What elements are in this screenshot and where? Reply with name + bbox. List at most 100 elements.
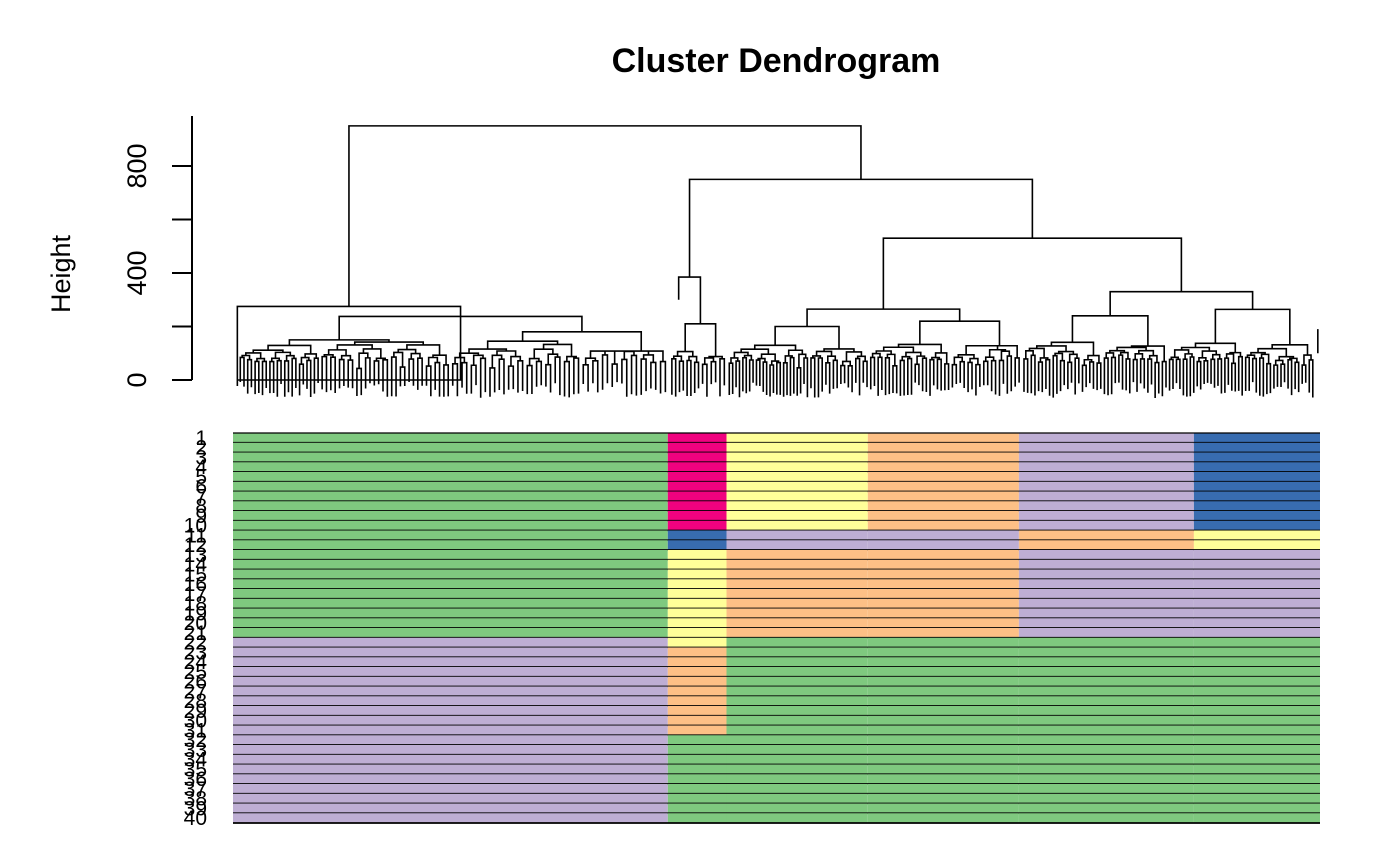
heatmap-cell-r15-g1 [233, 569, 668, 580]
heatmap-cell-r3-g5 [1018, 452, 1194, 463]
heatmap-cell-r40-g3 [726, 813, 868, 823]
heatmap-cell-r35-g3 [726, 764, 868, 775]
heatmap-cell-r33-g2 [667, 745, 727, 755]
heatmap-cell-r40-g4 [867, 813, 1019, 823]
dendrogram-branches [236, 125, 1319, 398]
heatmap-cell-r36-g2 [667, 774, 727, 784]
heatmap-cell-r6-g6 [1193, 481, 1320, 492]
heatmap-cell-r5-g1 [233, 472, 668, 482]
heatmap-cell-r6-g4 [867, 481, 1019, 492]
heatmap-cell-r28-g2 [667, 696, 727, 706]
heatmap-cell-r18-g1 [233, 598, 668, 609]
heatmap-cell-r17-g5 [1018, 589, 1194, 599]
heatmap-cell-r38-g6 [1193, 793, 1320, 804]
heatmap-cell-r4-g1 [233, 462, 668, 472]
heatmap-cell-r27-g4 [867, 686, 1019, 697]
row-label-5: 5 [195, 466, 207, 489]
heatmap-cell-r19-g6 [1193, 608, 1320, 619]
heatmap-cell-r5-g5 [1018, 472, 1194, 482]
heatmap-cell-r39-g6 [1193, 803, 1320, 814]
heatmap-cell-r29-g3 [726, 706, 868, 716]
heatmap-cell-r8-g4 [867, 501, 1019, 511]
heatmap-cell-r23-g3 [726, 647, 868, 658]
heatmap-cell-r30-g3 [726, 715, 868, 726]
row-label-27: 27 [184, 680, 207, 703]
heatmap-cell-r26-g4 [867, 676, 1019, 687]
heatmap-cell-r14-g2 [667, 559, 727, 570]
heatmap-cell-r12-g1 [233, 540, 668, 550]
row-label-11: 11 [185, 524, 207, 547]
heatmap-cell-r34-g6 [1193, 754, 1320, 765]
row-label-8: 8 [195, 495, 207, 518]
color-bars-heatmap [233, 432, 1320, 824]
heatmap-cell-r26-g6 [1193, 676, 1320, 687]
heatmap-cell-r3-g6 [1193, 452, 1320, 463]
heatmap-cell-r20-g4 [867, 618, 1019, 628]
heatmap-cell-r20-g2 [667, 618, 727, 628]
row-label-2: 2 [195, 437, 207, 460]
heatmap-cell-r2-g5 [1018, 442, 1194, 453]
row-label-13: 13 [184, 544, 207, 567]
heatmap-cell-r27-g6 [1193, 686, 1320, 697]
chart-title: Cluster Dendrogram [612, 42, 941, 80]
heatmap-cell-r35-g1 [233, 764, 668, 775]
heatmap-cell-r31-g5 [1018, 725, 1194, 736]
heatmap-cell-r9-g5 [1018, 511, 1194, 521]
heatmap-cell-r7-g5 [1018, 491, 1194, 502]
heatmap-cell-r24-g4 [867, 657, 1019, 667]
heatmap-cell-r18-g3 [726, 598, 868, 609]
heatmap-cell-r7-g1 [233, 491, 668, 502]
heatmap-cell-r22-g6 [1193, 637, 1320, 648]
heatmap-cell-r14-g1 [233, 559, 668, 570]
heatmap-cell-r32-g5 [1018, 735, 1194, 745]
y-tick-label: 800 [122, 143, 152, 188]
row-label-6: 6 [195, 476, 207, 499]
heatmap-cell-r13-g3 [726, 550, 868, 560]
heatmap-cell-r6-g2 [667, 481, 727, 492]
row-label-18: 18 [184, 593, 207, 616]
heatmap-cell-r29-g5 [1018, 706, 1194, 716]
row-label-39: 39 [184, 797, 207, 820]
heatmap-cell-r20-g3 [726, 618, 868, 628]
row-label-35: 35 [184, 758, 207, 781]
row-label-25: 25 [184, 661, 207, 684]
heatmap-cell-r16-g4 [867, 579, 1019, 589]
heatmap-cell-r35-g2 [667, 764, 727, 775]
heatmap-cell-r22-g2 [667, 637, 727, 648]
heatmap-cell-r40-g5 [1018, 813, 1194, 823]
row-label-31: 31 [184, 719, 207, 742]
heatmap-cell-r16-g6 [1193, 579, 1320, 589]
heatmap-cell-r38-g1 [233, 793, 668, 804]
heatmap-cell-r9-g3 [726, 511, 868, 521]
heatmap-cell-r14-g6 [1193, 559, 1320, 570]
heatmap-cell-r9-g4 [867, 511, 1019, 521]
heatmap-cell-r10-g4 [867, 520, 1019, 531]
heatmap-cell-r21-g1 [233, 628, 668, 638]
heatmap-cell-r33-g6 [1193, 745, 1320, 755]
y-tick-label: 400 [122, 250, 152, 295]
heatmap-cell-r38-g4 [867, 793, 1019, 804]
heatmap-cell-r7-g6 [1193, 491, 1320, 502]
heatmap-cell-r22-g3 [726, 637, 868, 648]
y-axis-label: Height [46, 234, 76, 313]
heatmap-cell-r39-g1 [233, 803, 668, 814]
heatmap-cell-r30-g2 [667, 715, 727, 726]
heatmap-cell-r7-g4 [867, 491, 1019, 502]
heatmap-cell-r23-g1 [233, 647, 668, 658]
row-label-26: 26 [184, 671, 207, 694]
heatmap-cell-r1-g6 [1193, 433, 1320, 443]
heatmap-cell-r34-g1 [233, 754, 668, 765]
heatmap-cell-r23-g4 [867, 647, 1019, 658]
heatmap-cell-r18-g4 [867, 598, 1019, 609]
heatmap-cell-r27-g3 [726, 686, 868, 697]
heatmap-cell-r31-g3 [726, 725, 868, 736]
row-label-1: 1 [195, 427, 207, 450]
row-label-36: 36 [184, 768, 207, 791]
heatmap-cell-r11-g1 [233, 530, 668, 541]
heatmap-cell-r27-g2 [667, 686, 727, 697]
heatmap-cell-r9-g1 [233, 511, 668, 521]
row-label-34: 34 [184, 749, 208, 772]
heatmap-cell-r37-g4 [867, 784, 1019, 794]
heatmap-cell-r19-g1 [233, 608, 668, 619]
row-label-20: 20 [184, 612, 207, 635]
